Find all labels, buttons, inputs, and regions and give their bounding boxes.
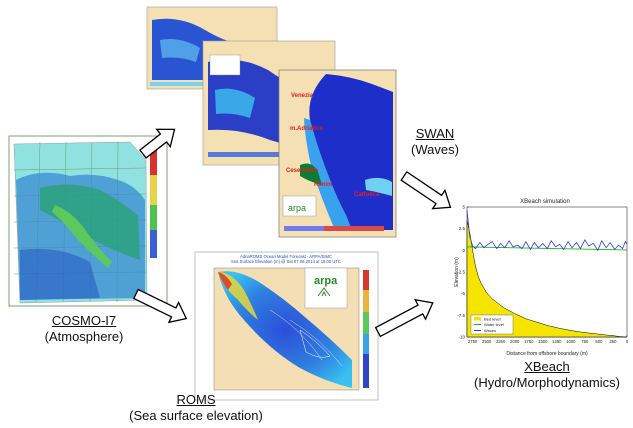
swan-name: SWAN xyxy=(395,126,475,142)
y-tick-label: 2.5 xyxy=(459,226,466,231)
y-tick-label: -10 xyxy=(458,335,465,340)
roms-logo: arpa xyxy=(314,275,338,287)
roms-desc: (Sea surface elevation) xyxy=(129,408,263,423)
xbeach-legend: Bed level Water level Waves xyxy=(471,315,513,334)
swan-place-venezia: Venezia xyxy=(291,93,314,99)
roms-title-2: Sea Surface Elevation (m) @ Sat 07.06.20… xyxy=(231,259,341,264)
xbeach-title: XBeach simulation xyxy=(520,199,570,205)
x-tick-label: 2250 xyxy=(496,339,506,344)
x-tick-label: 2000 xyxy=(510,339,520,344)
swan-place-adriatico: m.Adriatico xyxy=(290,126,323,132)
xbeach-chart: XBeach simulation Distance from offshore… xyxy=(454,199,629,357)
legend-waves: Waves xyxy=(484,328,496,333)
y-tick-label: -7.5 xyxy=(457,313,465,318)
x-tick-label: 1250 xyxy=(552,339,562,344)
swan-desc: (Waves) xyxy=(411,142,459,157)
x-tick-label: 2500 xyxy=(482,339,492,344)
y-tick-label: 0 xyxy=(462,248,465,253)
swan-label: SWAN (Waves) xyxy=(395,126,475,158)
xbeach-desc: (Hydro/Morphodynamics) xyxy=(474,375,620,390)
y-tick-label: 5 xyxy=(462,205,465,210)
roms-map: AdriaROMS Ocean Model Forecast - ARPA/SI… xyxy=(195,252,378,400)
x-tick-label: 250 xyxy=(609,339,617,344)
cosmo-label: COSMO-I7 (Atmosphere) xyxy=(29,313,139,345)
swan-place-cattolica: Cattolica xyxy=(354,192,380,198)
legend-bed-level: Bed level xyxy=(484,317,501,322)
arrow-roms-to-xbeach xyxy=(373,293,438,342)
swan-logo: arpa xyxy=(288,203,306,213)
xbeach-label: XBeach (Hydro/Morphodynamics) xyxy=(467,359,627,391)
legend-water-level: Water level xyxy=(484,322,504,327)
roms-label: ROMS (Sea surface elevation) xyxy=(101,392,291,424)
xbeach-name: XBeach xyxy=(467,359,627,375)
x-tick-label: 1000 xyxy=(566,339,576,344)
swan-place-cesenatico: Cesenatico xyxy=(286,168,318,174)
cosmo-desc: (Atmosphere) xyxy=(45,329,124,344)
x-tick-label: 500 xyxy=(595,339,603,344)
x-tick-label: 750 xyxy=(581,339,589,344)
x-tick-label: 1500 xyxy=(538,339,548,344)
cosmo-name: COSMO-I7 xyxy=(29,313,139,329)
legend-swatch-bed xyxy=(474,317,481,321)
swan-map-front: arpa Venezia m.Adriatico Cesenatico Rimi… xyxy=(279,70,396,237)
x-tick-label: 0 xyxy=(626,339,629,344)
roms-name: ROMS xyxy=(101,392,291,408)
x-tick-label: 1750 xyxy=(524,339,534,344)
y-tick-label: -2.5 xyxy=(457,270,465,275)
cosmo-map xyxy=(9,136,167,306)
x-tick-label: 2750 xyxy=(468,339,478,344)
arrow-swan-to-xbeach xyxy=(398,167,457,217)
swan-place-rimini: Rimini xyxy=(314,182,333,188)
xbeach-xlabel: Distance from offshore boundary (m) xyxy=(506,351,588,357)
y-tick-label: -5 xyxy=(461,291,465,296)
